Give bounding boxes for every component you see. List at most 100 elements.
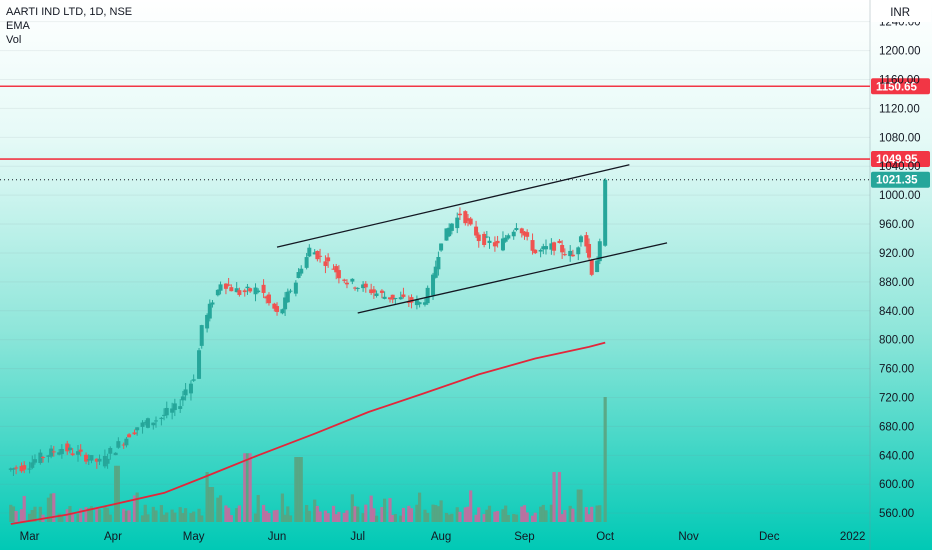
candle-20210907[interactable]: [538, 248, 543, 258]
candle-20210619[interactable]: [323, 255, 328, 274]
candle-20210430[interactable]: [188, 380, 193, 401]
candle-20210329[interactable]: [102, 449, 107, 469]
candle-20210305[interactable]: [38, 449, 43, 465]
candle-20210814[interactable]: [474, 220, 479, 238]
candle-20210708[interactable]: [374, 290, 379, 298]
candle-20210902[interactable]: [525, 229, 530, 241]
candle-20210606[interactable]: [288, 288, 293, 294]
candle-20210926[interactable]: [589, 259, 594, 277]
candle-20210723[interactable]: [414, 295, 419, 310]
candle-20210223[interactable]: [11, 467, 16, 476]
candle-20210529[interactable]: [266, 292, 271, 306]
candle-20210423[interactable]: [170, 402, 175, 420]
candle-20210901[interactable]: [522, 231, 527, 240]
candle-20210417[interactable]: [154, 416, 158, 428]
candle-20210324[interactable]: [89, 455, 94, 464]
candle-20210919[interactable]: [570, 249, 575, 257]
candle-20210717[interactable]: [398, 291, 403, 300]
candle-20210503[interactable]: [197, 347, 202, 380]
candle-20210805[interactable]: [449, 222, 454, 235]
candle-20210704[interactable]: [363, 281, 368, 293]
candle-20210413[interactable]: [143, 420, 148, 426]
candle-20210929[interactable]: [597, 238, 602, 265]
candle-20210831[interactable]: [519, 227, 524, 238]
candle-20210301[interactable]: [27, 461, 32, 474]
candle-20210320[interactable]: [78, 444, 83, 457]
candle-20210815[interactable]: [476, 232, 481, 248]
candle-20211001[interactable]: [603, 178, 608, 247]
candle-20210713[interactable]: [388, 297, 392, 303]
candle-20210403[interactable]: [116, 437, 121, 449]
candle-20210924[interactable]: [584, 232, 589, 253]
candle-20210308[interactable]: [46, 454, 51, 463]
candle-20210912[interactable]: [552, 241, 557, 256]
candle-20210510[interactable]: [215, 289, 220, 297]
channel-trendlines[interactable]: [276, 164, 668, 314]
candle-20210828[interactable]: [511, 229, 516, 240]
candle-20210921[interactable]: [576, 246, 581, 261]
channel-line-upper[interactable]: [276, 164, 630, 248]
candle-20210819[interactable]: [487, 236, 492, 249]
candle-20210406[interactable]: [124, 437, 129, 448]
candle-20210224[interactable]: [14, 465, 19, 475]
candle-20210517[interactable]: [234, 282, 239, 293]
candle-20210701[interactable]: [355, 287, 360, 292]
candle-20210707[interactable]: [371, 286, 376, 299]
candle-20210609[interactable]: [296, 268, 301, 279]
candle-20210804[interactable]: [447, 223, 452, 238]
candle-20210715[interactable]: [393, 297, 398, 305]
candle-20210405[interactable]: [121, 442, 126, 449]
candle-20210420[interactable]: [162, 408, 167, 421]
candle-20210331[interactable]: [108, 446, 113, 460]
candle-20210724[interactable]: [417, 301, 422, 308]
candle-20210511[interactable]: [218, 281, 223, 295]
candle-20210316[interactable]: [67, 444, 72, 454]
candle-20210615[interactable]: [312, 249, 317, 255]
candle-20210817[interactable]: [482, 231, 487, 248]
candle-20210520[interactable]: [242, 288, 247, 297]
candle-20210507[interactable]: [207, 299, 212, 322]
candle-20210522[interactable]: [248, 287, 253, 293]
price-axis[interactable]: 560.00 600.00 640.00 680.00 720.00 760.00 800.…: [871, 2, 931, 520]
ema-indicator-label[interactable]: EMA: [6, 20, 30, 32]
candle-20210612[interactable]: [304, 252, 309, 270]
candle-20210402[interactable]: [113, 452, 118, 456]
candle-20210811[interactable]: [466, 214, 470, 227]
candle-20210623[interactable]: [334, 263, 339, 280]
candle-20210409[interactable]: [132, 429, 137, 436]
channel-line-lower[interactable]: [357, 242, 668, 314]
candle-20210922[interactable]: [578, 234, 583, 247]
candle-20210711[interactable]: [382, 291, 387, 300]
candle-20210613[interactable]: [307, 244, 312, 258]
candle-20210630[interactable]: [353, 286, 358, 291]
candle-20210731[interactable]: [436, 251, 441, 276]
candle-20210319[interactable]: [76, 444, 80, 462]
candle-20210818[interactable]: [484, 230, 489, 239]
candle-20210419[interactable]: [159, 416, 164, 426]
symbol-title[interactable]: AARTI IND LTD, 1D, NSE: [6, 6, 133, 18]
candle-20210629[interactable]: [350, 278, 355, 285]
candle-20210312[interactable]: [57, 449, 62, 456]
candle-20210914[interactable]: [557, 238, 562, 244]
candle-20210506[interactable]: [205, 313, 210, 333]
volume-indicator-label[interactable]: Vol: [6, 34, 22, 46]
candle-20210706[interactable]: [369, 283, 374, 295]
candle-20210703[interactable]: [361, 281, 366, 292]
candle-20210303[interactable]: [32, 454, 37, 465]
candle-20210518[interactable]: [237, 287, 242, 297]
candle-20210810[interactable]: [463, 210, 468, 226]
candle-20210727[interactable]: [425, 285, 430, 305]
candle-20210427[interactable]: [180, 391, 185, 406]
candle-20210622[interactable]: [331, 264, 336, 270]
candle-20210421[interactable]: [164, 401, 169, 419]
candle-20210908[interactable]: [541, 243, 546, 255]
candle-20210822[interactable]: [495, 235, 500, 248]
candle-20210317[interactable]: [70, 448, 75, 457]
candle-20210824[interactable]: [500, 231, 505, 252]
candle-20210501[interactable]: [191, 374, 196, 382]
candle-20210812[interactable]: [468, 216, 473, 226]
candle-20210925[interactable]: [587, 238, 592, 261]
candle-20210904[interactable]: [530, 233, 535, 255]
candle-20210710[interactable]: [379, 289, 384, 299]
candle-20210222[interactable]: [8, 467, 13, 472]
